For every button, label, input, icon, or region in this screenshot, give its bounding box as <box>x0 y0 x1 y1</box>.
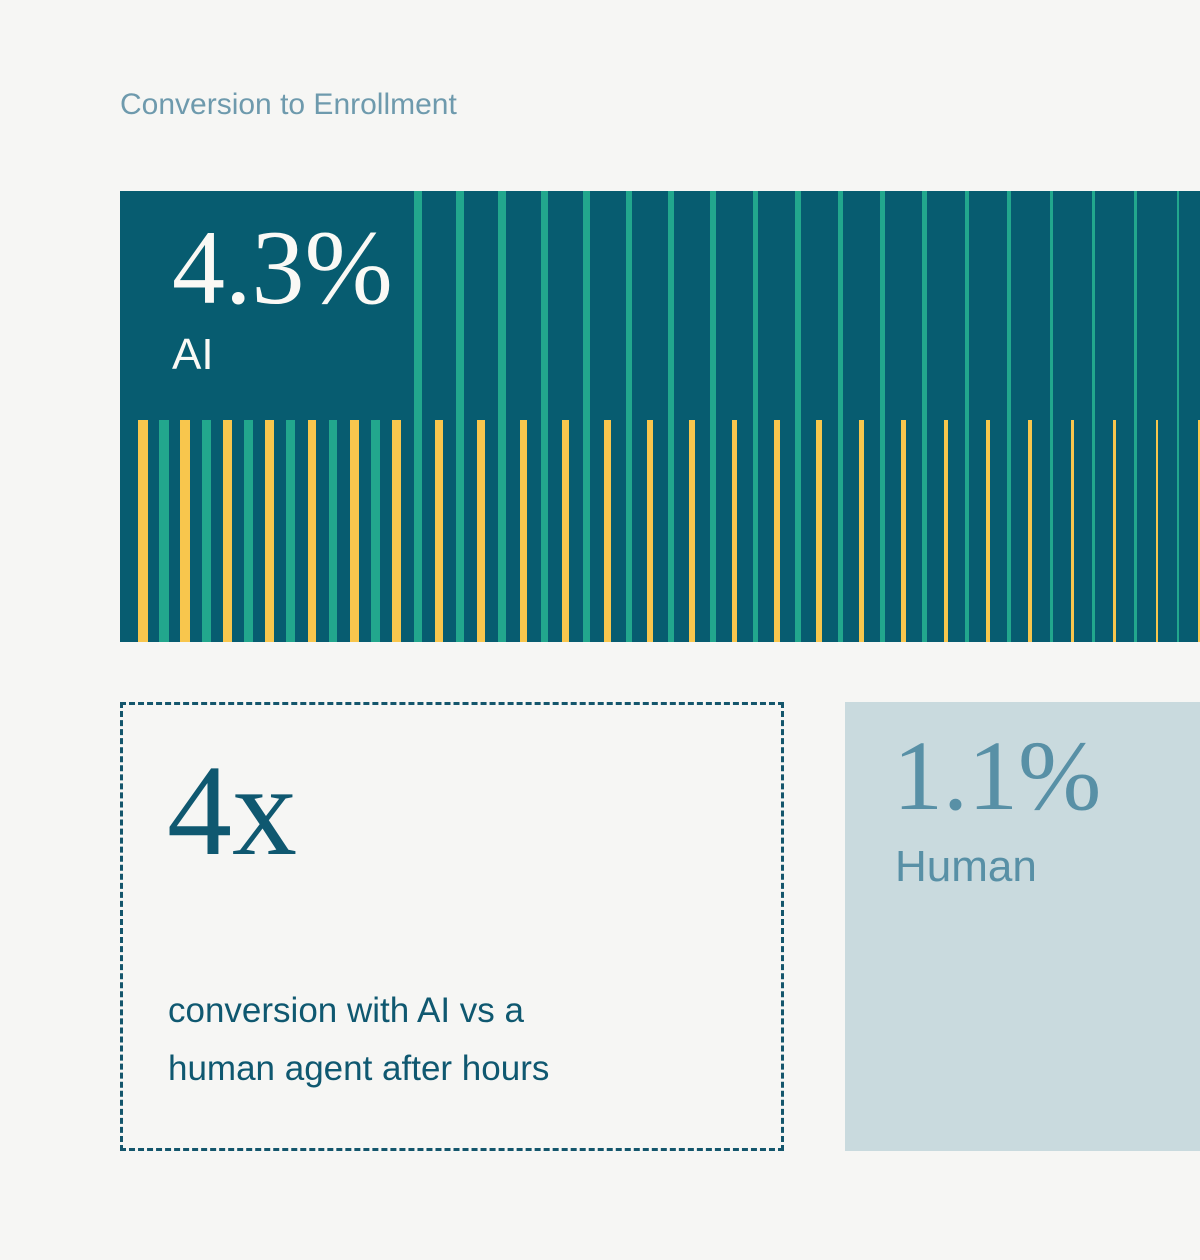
stripe <box>413 191 422 642</box>
stripe <box>625 191 633 642</box>
stripe <box>456 191 464 642</box>
stripe <box>392 420 401 642</box>
comparison-callout: 4x conversion with AI vs a human agent a… <box>120 702 784 1151</box>
stripe <box>328 420 338 642</box>
comparison-description: conversion with AI vs a human agent afte… <box>168 982 549 1098</box>
stripe <box>752 191 759 642</box>
stripe <box>901 420 906 642</box>
stripe <box>774 420 780 642</box>
stripe <box>1176 191 1180 642</box>
stripe <box>1155 420 1159 642</box>
stripe <box>1092 191 1096 642</box>
human-stat-card: 1.1% Human <box>845 702 1200 1151</box>
human-stat-value: 1.1% <box>893 720 1102 831</box>
stripe <box>858 420 864 642</box>
stripe <box>604 420 612 642</box>
stripe <box>986 420 990 642</box>
stripe <box>434 420 443 642</box>
ai-stat-value: 4.3% <box>172 209 393 326</box>
stripe <box>710 191 717 642</box>
stripe <box>201 420 212 642</box>
stripe <box>731 420 738 642</box>
stripe <box>371 420 380 642</box>
stripe <box>943 420 948 642</box>
stripe <box>519 420 527 642</box>
stripe <box>583 191 591 642</box>
stripe <box>689 420 696 642</box>
stripe <box>222 420 233 642</box>
page-title: Conversion to Enrollment <box>120 88 457 121</box>
stripe <box>286 420 296 642</box>
ai-stat-label: AI <box>172 330 214 379</box>
description-line-2: human agent after hours <box>168 1049 550 1088</box>
stripe <box>964 191 969 642</box>
multiplier-value: 4x <box>167 739 297 883</box>
stripe <box>562 420 569 642</box>
stripe <box>350 420 359 642</box>
stripe <box>244 420 254 642</box>
stripe <box>1113 420 1117 642</box>
stripe <box>646 420 654 642</box>
stripe <box>837 191 843 642</box>
description-line-1: conversion with AI vs a <box>168 991 524 1030</box>
stripe <box>1134 191 1138 642</box>
stripe <box>540 191 548 642</box>
human-stat-label: Human <box>895 842 1037 891</box>
stripe <box>1049 191 1054 642</box>
stripe <box>1070 420 1075 642</box>
ai-stat-banner: 4.3% AI <box>120 191 1200 642</box>
stripe-pattern <box>120 191 1200 642</box>
stripe <box>265 420 275 642</box>
stripe <box>307 420 317 642</box>
stripe <box>816 420 822 642</box>
stripe <box>498 191 506 642</box>
stripe <box>880 191 885 642</box>
stripe <box>180 420 191 642</box>
stripe <box>1007 191 1012 642</box>
stripe <box>795 191 801 642</box>
stripe <box>922 191 927 642</box>
stripe <box>1198 420 1200 642</box>
stripe <box>159 420 170 642</box>
stripe <box>138 420 148 642</box>
stripe <box>668 191 675 642</box>
stripe <box>477 420 485 642</box>
stripe <box>1028 420 1033 642</box>
